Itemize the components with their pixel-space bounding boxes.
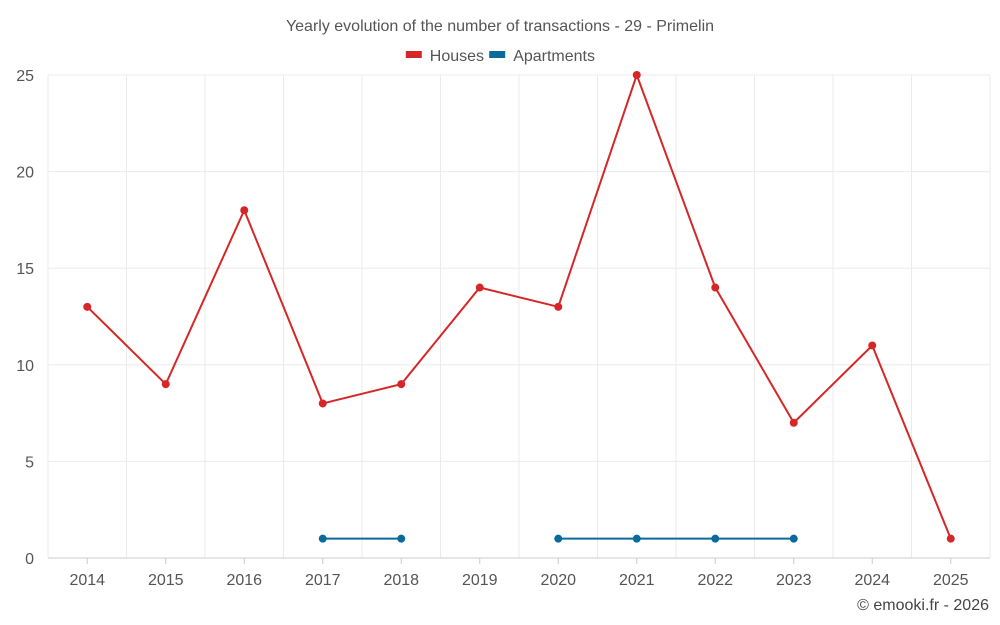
legend-item-houses[interactable]: Houses (405, 48, 484, 65)
apartments-point-2018[interactable] (397, 534, 406, 543)
y-tick-label: 25 (16, 68, 34, 85)
series-layer (83, 71, 955, 543)
houses-point-2023[interactable] (789, 418, 798, 427)
legend-label-houses: Houses (430, 48, 484, 65)
series-apartments (318, 534, 798, 543)
series-houses (83, 71, 955, 543)
x-tick-label: 2024 (854, 572, 890, 589)
houses-point-2018[interactable] (397, 380, 406, 389)
credit-text: © emooki.fr - 2026 (857, 597, 989, 614)
y-tick-label: 20 (16, 165, 34, 182)
grid-layer (47, 74, 991, 558)
legend: Houses Apartments (405, 48, 595, 65)
x-tick-label: 2017 (305, 572, 341, 589)
x-tick-label: 2014 (69, 572, 105, 589)
houses-point-2020[interactable] (554, 302, 563, 311)
x-tick-label: 2019 (462, 572, 498, 589)
chart-title: Yearly evolution of the number of transa… (286, 18, 714, 35)
houses-point-2022[interactable] (711, 283, 720, 292)
houses-point-2021[interactable] (632, 71, 641, 79)
houses-point-2017[interactable] (318, 399, 327, 408)
apartments-point-2021[interactable] (632, 534, 641, 543)
x-tick-label: 2018 (383, 572, 419, 589)
apartments-point-2017[interactable] (318, 534, 327, 543)
houses-line (86, 74, 952, 540)
legend-swatch-houses (405, 51, 422, 58)
x-tick-label: 2020 (540, 572, 576, 589)
houses-point-2025[interactable] (946, 534, 955, 543)
legend-item-apartments[interactable]: Apartments (489, 48, 595, 65)
houses-point-2019[interactable] (475, 283, 484, 292)
y-tick-label: 0 (25, 551, 34, 568)
legend-label-apartments: Apartments (513, 48, 595, 65)
y-tick-label: 5 (25, 454, 34, 471)
x-tick-label: 2025 (933, 572, 969, 589)
x-tick-label: 2023 (776, 572, 812, 589)
houses-point-2015[interactable] (161, 380, 170, 389)
houses-point-2024[interactable] (868, 341, 877, 350)
houses-point-2014[interactable] (83, 302, 92, 311)
x-tick-label: 2021 (619, 572, 655, 589)
houses-point-2016[interactable] (240, 206, 249, 215)
y-tick-label: 10 (16, 358, 34, 375)
apartments-point-2022[interactable] (711, 534, 720, 543)
x-tick-label: 2022 (697, 572, 733, 589)
y-tick-label: 15 (16, 261, 34, 278)
x-tick-label: 2016 (226, 572, 262, 589)
x-tick-label: 2015 (148, 572, 184, 589)
legend-swatch-apartments (489, 51, 506, 58)
apartments-point-2020[interactable] (554, 534, 563, 543)
apartments-point-2023[interactable] (789, 534, 798, 543)
